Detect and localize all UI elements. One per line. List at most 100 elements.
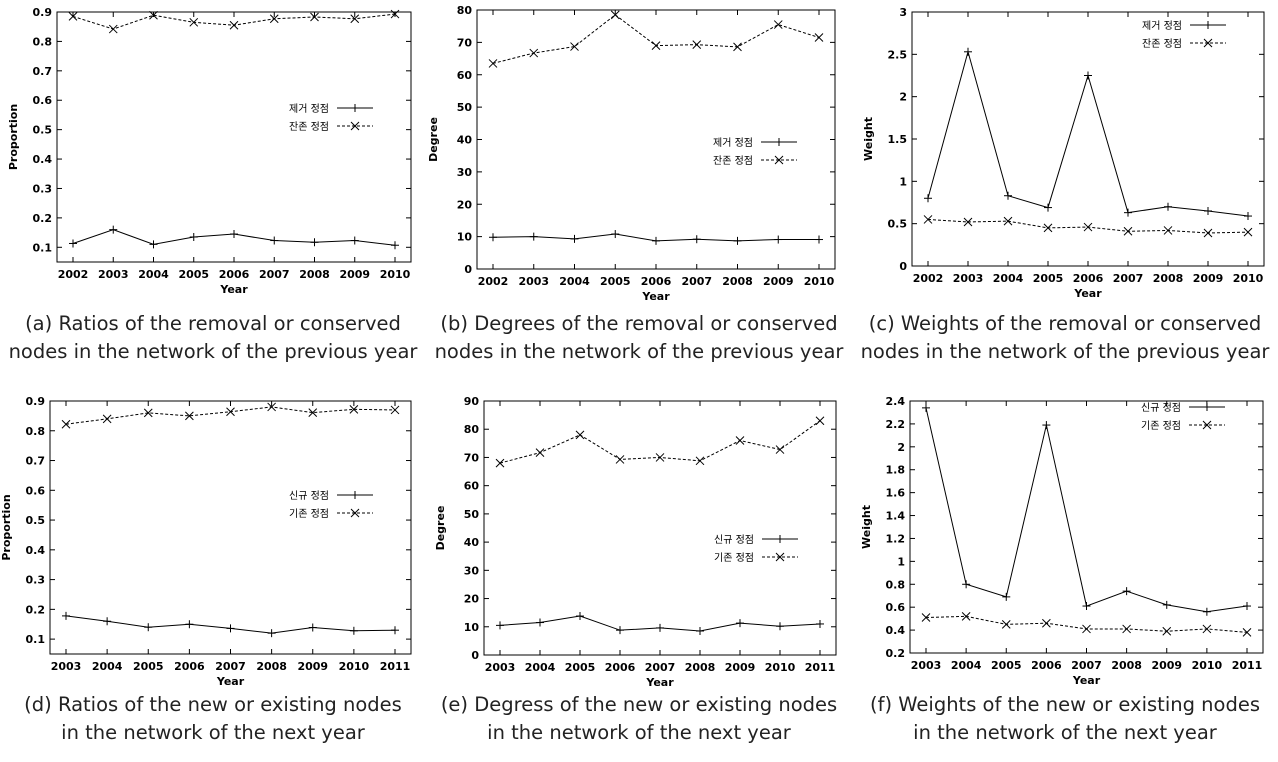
caption-line: (a) Ratios of the removal or conserved (25, 312, 401, 335)
y-tick-label: 0.1 (33, 241, 53, 254)
x-tick-label: 2009 (763, 275, 794, 288)
data-point-cross (1123, 226, 1133, 236)
caption-line: nodes in the network of the previous yea… (434, 340, 844, 363)
y-tick-label: 1.6 (886, 487, 906, 500)
x-tick-label: 2005 (991, 659, 1022, 672)
data-point-plus (391, 241, 399, 250)
x-axis-label: Year (219, 283, 248, 296)
y-tick-label: 0.8 (33, 35, 53, 48)
x-tick-label: 2010 (1233, 272, 1264, 285)
y-tick-label: 0.6 (886, 601, 906, 614)
caption-line: (f) Weights of the new or existing nodes (869, 693, 1260, 716)
y-tick-label: 0.5 (26, 514, 46, 527)
data-point-cross (149, 10, 158, 20)
caption-line: (e) Degress of the new or existing nodes (440, 693, 838, 716)
x-tick-label: 2011 (380, 660, 411, 673)
data-point-plus (536, 618, 544, 627)
y-tick-label: 0.3 (33, 182, 53, 195)
data-point-cross (102, 414, 112, 424)
x-tick-label: 2008 (256, 660, 287, 673)
data-point-plus (1204, 206, 1212, 215)
x-tick-label: 2005 (1033, 272, 1064, 285)
data-point-cross (963, 217, 973, 227)
y-tick-label: 1.2 (886, 532, 906, 545)
x-axis-label: Year (641, 290, 670, 303)
y-tick-label: 0 (471, 649, 479, 662)
data-point-plus (1044, 203, 1052, 212)
legend-marker-cross (775, 552, 785, 562)
data-point-cross (488, 59, 498, 68)
y-tick-label: 0.7 (26, 455, 46, 468)
x-tick-label: 2007 (1071, 659, 1102, 672)
data-point-plus (230, 230, 238, 239)
y-tick-label: 0.8 (886, 578, 906, 591)
series-line-1 (925, 407, 1248, 613)
caption-e: (e) Degress of the new or existing nodes… (426, 691, 852, 747)
y-tick-label: 0.4 (33, 153, 53, 166)
x-tick-label: 2010 (1192, 659, 1223, 672)
series-line-2 (925, 615, 1248, 633)
x-tick-label: 2005 (178, 268, 209, 281)
y-axis-label: Weight (862, 117, 875, 161)
caption-b: (b) Degrees of the removal or conserved … (426, 310, 852, 366)
data-point-cross (814, 33, 824, 42)
data-point-cross (733, 42, 742, 52)
legend-marker-plus (1204, 21, 1212, 29)
data-point-plus (692, 235, 701, 244)
y-tick-label: 3 (899, 6, 907, 19)
data-point-plus (62, 611, 70, 620)
data-point-plus (1082, 602, 1091, 611)
x-tick-label: 2006 (1031, 659, 1062, 672)
plot-frame (56, 11, 412, 263)
data-point-plus (489, 233, 497, 242)
caption-c: (c) Weights of the removal or conserved … (852, 310, 1278, 366)
y-tick-label: 40 (457, 134, 473, 147)
x-tick-label: 2003 (518, 275, 549, 288)
legend-label: 기존 정점 (714, 552, 754, 564)
line-chart-f: 0.2 0.4 0.6 0.8 1 1.2 1.4 1.6 1.8 2 2.2 2.4 2003 2004… (860, 395, 1264, 687)
y-tick-label: 50 (464, 508, 480, 521)
data-point-cross (1203, 228, 1213, 238)
data-point-plus (270, 236, 279, 245)
x-tick-label: 2003 (485, 661, 516, 674)
data-point-plus (1002, 592, 1011, 601)
data-point-plus (776, 622, 784, 631)
x-axis-label: Year (1073, 287, 1102, 300)
legend-label: 잔존 정점 (1142, 38, 1182, 50)
y-tick-label: 2 (899, 91, 907, 104)
data-point-cross (773, 20, 783, 29)
data-point-cross (61, 419, 71, 429)
data-point-cross (735, 436, 745, 445)
x-tick-label: 2009 (725, 661, 756, 674)
data-point-cross (1122, 624, 1131, 634)
data-point-plus (1042, 421, 1051, 430)
y-tick-label: 2.4 (886, 395, 906, 408)
x-tick-label: 2004 (525, 661, 556, 674)
x-tick-label: 2011 (1232, 659, 1263, 672)
legend-label: 잔존 정점 (713, 155, 753, 167)
y-tick-label: 10 (457, 231, 473, 244)
data-point-cross (1083, 222, 1093, 232)
x-tick-label: 2009 (339, 268, 370, 281)
data-point-cross (815, 416, 825, 426)
x-tick-label: 2003 (98, 268, 129, 281)
y-tick-label: 0.2 (886, 647, 906, 660)
data-point-cross (655, 453, 665, 462)
data-point-cross (615, 455, 625, 464)
chart-panel-e: 0 10 20 30 40 50 60 70 80 90 2003 2004 2005 2006 2007 2… (426, 381, 852, 762)
data-point-plus (109, 225, 118, 234)
data-point-cross (692, 40, 702, 49)
y-tick-label: 20 (457, 198, 473, 211)
data-point-cross (1042, 618, 1051, 628)
x-tick-label: 2003 (51, 660, 82, 673)
data-point-plus (349, 626, 358, 635)
legend-label: 제거 정점 (1142, 20, 1182, 32)
data-point-plus (1122, 587, 1131, 596)
data-point-cross (390, 9, 400, 19)
legend-marker-plus (776, 535, 784, 543)
caption-line: (c) Weights of the removal or conserved (868, 312, 1262, 335)
data-point-cross (651, 41, 661, 50)
data-point-plus (1084, 71, 1092, 80)
y-tick-label: 0.6 (33, 94, 53, 107)
caption-line: nodes in the network of the previous yea… (860, 340, 1270, 363)
